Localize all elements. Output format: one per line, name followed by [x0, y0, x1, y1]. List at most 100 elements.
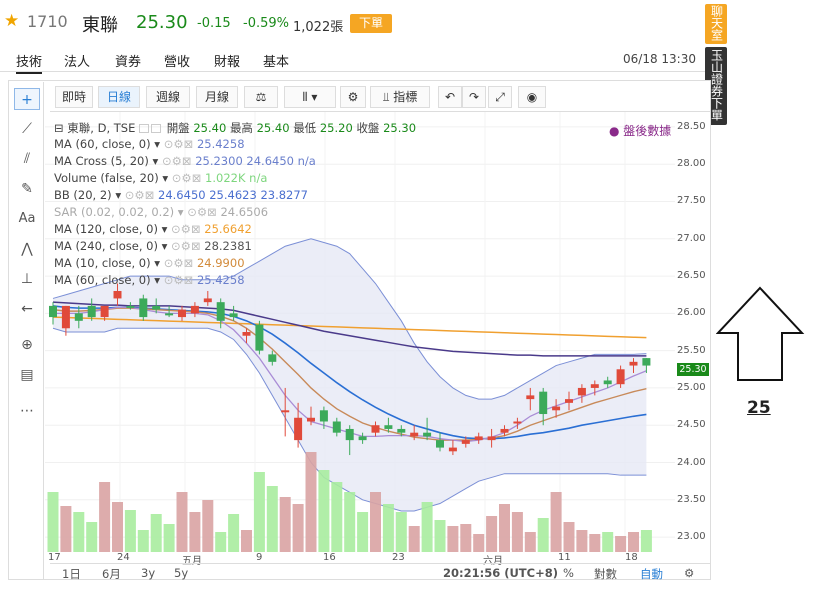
period-monthly[interactable]: 月線 — [196, 86, 238, 108]
range-5y[interactable]: 5y — [174, 566, 189, 580]
legend-row-label[interactable]: MA (60, close, 0) ▾ — [54, 273, 164, 287]
eye-icon[interactable] — [139, 124, 150, 133]
volume-bar — [550, 492, 562, 552]
time-tick: 五月 — [182, 556, 202, 567]
candle-body — [461, 440, 470, 444]
stock-name: 東聯 — [82, 15, 118, 36]
legend-row-label[interactable]: MA (10, close, 0) ▾ — [54, 256, 164, 270]
legend-row: SAR (0.02, 0.02, 0.2) ▾ ⊙⚙⊠ 24.6506 — [54, 205, 268, 219]
volume-bar — [189, 512, 201, 552]
chat-room-button[interactable]: 聊天室 — [705, 4, 727, 44]
tab-institutional[interactable]: 法人 — [64, 55, 91, 70]
legend-row-controls-icon[interactable]: ⊙⚙⊠ — [187, 205, 221, 219]
candle-type-icon[interactable]: ⫴ ▾ — [284, 86, 336, 108]
legend-row-controls-icon[interactable]: ⊙⚙⊠ — [163, 256, 197, 270]
candle-body — [474, 436, 483, 441]
fullscreen-icon[interactable]: ⤢ — [488, 86, 512, 108]
legend-row-label[interactable]: MA (60, close, 0) ▾ — [54, 137, 164, 151]
volume-bar — [563, 522, 575, 552]
price-tick: 23.00 — [677, 531, 706, 543]
volume-bar — [202, 500, 214, 552]
candle-body — [513, 421, 522, 424]
candle-body — [268, 354, 277, 362]
legend-row-label[interactable]: MA (120, close, 0) ▾ — [54, 222, 172, 236]
camera-icon[interactable]: ◉ — [518, 86, 546, 108]
legend-row-controls-icon[interactable]: ⊙⚙⊠ — [171, 239, 205, 253]
measure-icon[interactable]: ⊥ — [20, 271, 34, 287]
price-chart[interactable] — [45, 112, 675, 552]
arrow-left-icon[interactable]: ← — [21, 301, 33, 317]
legend-row-label[interactable]: Volume (false, 20) ▾ — [54, 171, 172, 185]
zoom-icon[interactable]: ⊕ — [21, 337, 33, 353]
ruler-icon[interactable]: ▤ — [20, 367, 34, 383]
period-realtime[interactable]: 即時 — [55, 86, 93, 108]
indicators-icon: ⫫ — [382, 90, 394, 104]
candle-body — [500, 428, 509, 433]
candle-body — [100, 305, 109, 318]
percent-toggle[interactable]: % — [563, 566, 574, 580]
legend-symbol: 東聯, D, TSE — [67, 121, 136, 135]
volume-bar — [434, 520, 446, 552]
settings-icon[interactable] — [151, 124, 162, 133]
legend-row-label[interactable]: MA (240, close, 0) ▾ — [54, 239, 172, 253]
range-1d[interactable]: 1日 — [62, 567, 81, 581]
legend-row-controls-icon[interactable]: ⊙⚙⊠ — [161, 154, 196, 168]
volume-bar — [640, 530, 652, 552]
auto-toggle[interactable]: 自動 — [640, 567, 663, 581]
legend-row-label[interactable]: SAR (0.02, 0.02, 0.2) ▾ — [54, 205, 188, 219]
legend-row: MA Cross (5, 20) ▾ ⊙⚙⊠ 25.2300 24.6450 n… — [54, 154, 316, 168]
bottom-settings-icon[interactable]: ⚙ — [684, 566, 695, 580]
volume-bar — [292, 504, 304, 552]
more-tools-icon[interactable]: ⋯ — [20, 403, 34, 419]
tab-technical[interactable]: 技術 — [16, 51, 43, 74]
fibonacci-icon[interactable]: ⫽ — [23, 151, 31, 167]
legend-row-value: 24.6450 25.4623 23.8277 — [158, 188, 308, 202]
settings-gear-icon[interactable]: ⚙ — [340, 86, 366, 108]
brush-icon[interactable]: ✎ — [21, 181, 33, 197]
pattern-icon[interactable]: ⋀ — [21, 241, 33, 257]
legend-row-label[interactable]: MA Cross (5, 20) ▾ — [54, 154, 162, 168]
candle-body — [436, 440, 444, 448]
volume-bar — [589, 534, 601, 552]
legend-row: MA (60, close, 0) ▾ ⊙⚙⊠ 25.4258 — [54, 137, 245, 151]
stock-price: 25.30 — [136, 12, 188, 33]
tab-financials[interactable]: 財報 — [214, 55, 241, 70]
undo-icon[interactable]: ↶ — [438, 86, 462, 108]
trend-line-icon[interactable]: ⟋ — [22, 121, 32, 137]
redo-icon[interactable]: ↷ — [462, 86, 486, 108]
ma120-line — [52, 316, 647, 339]
candle-body — [397, 428, 406, 433]
volume-bar — [266, 486, 278, 552]
favorite-star-icon[interactable]: ★ — [4, 11, 20, 31]
candle-body — [590, 384, 599, 388]
volume-bar — [124, 510, 136, 552]
range-6m[interactable]: 6月 — [102, 567, 121, 581]
log-toggle[interactable]: 對數 — [594, 567, 617, 581]
price-tick: 24.00 — [677, 456, 706, 468]
legend-row-controls-icon[interactable]: ⊙⚙⊠ — [171, 171, 206, 185]
legend-row: MA (60, close, 0) ▾ ⊙⚙⊠ 25.4258 — [54, 273, 245, 287]
period-daily[interactable]: 日線 — [98, 86, 140, 108]
legend-row-value: 1.022K n/a — [205, 171, 268, 185]
legend-row-controls-icon[interactable]: ⊙⚙⊠ — [163, 137, 197, 151]
tab-margin[interactable]: 資券 — [115, 55, 142, 70]
tab-revenue[interactable]: 營收 — [164, 55, 191, 70]
legend-row-controls-icon[interactable]: ⊙⚙⊠ — [171, 222, 205, 236]
legend-row-label[interactable]: BB (20, 2) ▾ — [54, 188, 125, 202]
legend-row-controls-icon[interactable]: ⊙⚙⊠ — [124, 188, 159, 202]
volume-bar — [576, 530, 588, 552]
indicators-button[interactable]: ⫫ 指標 — [370, 86, 430, 108]
candle-body — [358, 436, 367, 441]
legend-row-value: 25.2300 24.6450 n/a — [195, 154, 316, 168]
crosshair-icon[interactable]: + — [14, 88, 40, 110]
collapse-icon[interactable]: ⊟ — [54, 121, 68, 135]
scale-icon[interactable]: ⚖ — [244, 86, 278, 108]
tab-basic[interactable]: 基本 — [263, 55, 290, 70]
text-tool-icon[interactable]: Aa — [18, 211, 36, 226]
range-3y[interactable]: 3y — [141, 566, 156, 580]
legend-row-controls-icon[interactable]: ⊙⚙⊠ — [163, 273, 197, 287]
period-weekly[interactable]: 週線 — [146, 86, 190, 108]
order-button[interactable]: 下單 — [350, 14, 392, 33]
low-value: 25.20 — [319, 121, 353, 135]
datetime: 06/18 13:30 — [623, 52, 696, 66]
